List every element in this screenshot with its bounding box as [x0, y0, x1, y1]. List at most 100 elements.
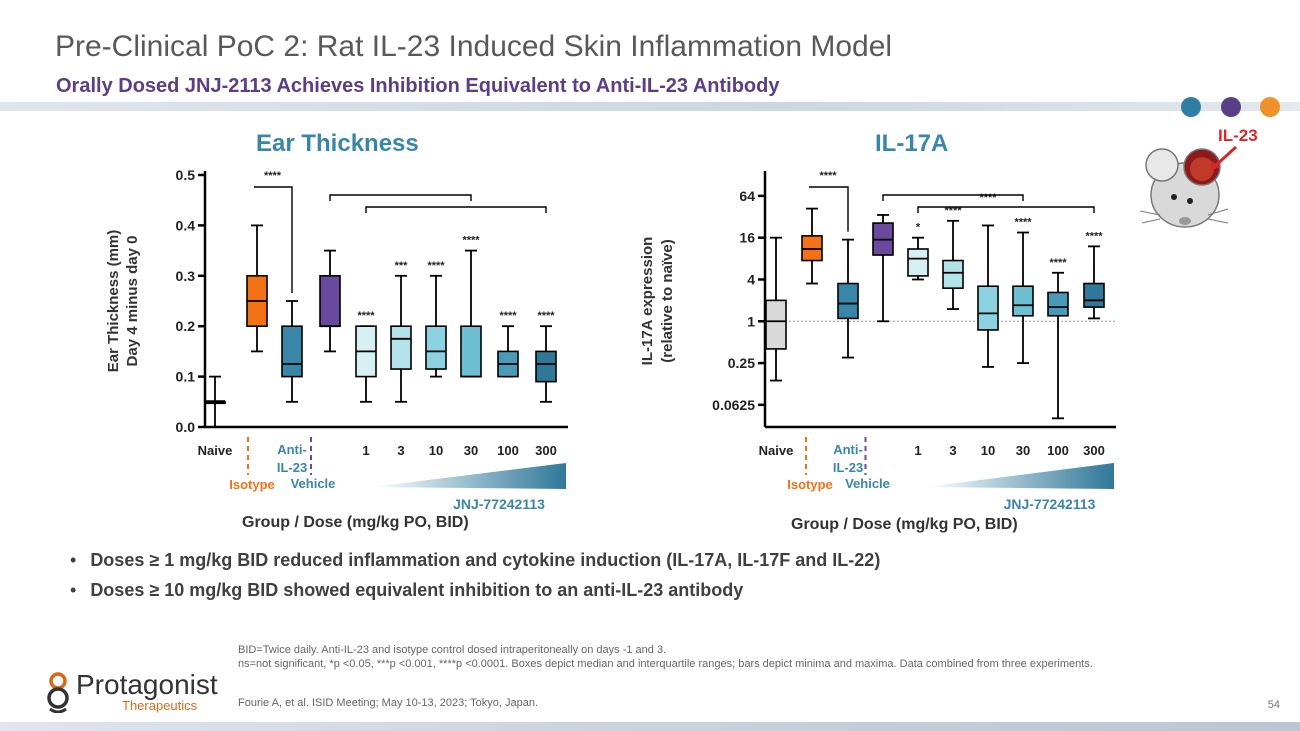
box-body [837, 282, 859, 320]
box-body [281, 325, 303, 378]
y-tick-label: 16 [739, 230, 755, 246]
y-tick-label: 1 [747, 313, 755, 329]
page-number: 54 [1267, 699, 1280, 711]
logo-subtitle: Therapeutics [122, 698, 198, 713]
x-tick-label: IL-23 [277, 460, 307, 475]
footnote-statistics: ns=not significant, *p <0.05, ***p <0.00… [238, 658, 1093, 670]
chart-title-il17a: IL-17A [875, 130, 949, 157]
x-tick-label: 1 [914, 443, 921, 458]
il17a-chart: IL-17A expression (relative to naïve) 0.06… [639, 170, 1116, 512]
compound-label: JNJ-77242113 [453, 496, 545, 512]
y-tick-label: 0.25 [728, 355, 755, 371]
x-tick-label: Anti- [277, 442, 307, 457]
ear-thickness-chart: Ear Thickness (mm) Day 4 minus day 0 0.0 0.… [105, 167, 568, 512]
x-tick-label: Naive [198, 443, 233, 458]
x-tick-label: 300 [535, 443, 557, 458]
bullet-list: • Doses ≥ 1 mg/kg BID reduced inflammatio… [70, 550, 880, 610]
x-tick-label: 30 [1016, 443, 1030, 458]
vehicle-label: Vehicle [291, 476, 336, 491]
y-tick-label: 4 [747, 271, 755, 287]
x-axis-title-il17a: Group / Dose (mg/kg PO, BID) [791, 516, 1018, 533]
slide-subtitle: Orally Dosed JNJ-2113 Achieves Inhibitio… [56, 75, 780, 97]
box-body [319, 275, 341, 328]
significance-label: **** [427, 260, 445, 272]
arrow-icon [1210, 145, 1238, 171]
box-body [1012, 285, 1034, 317]
significance-label: *** [395, 260, 409, 272]
y-tick-label: 0.3 [176, 268, 196, 284]
x-tick-label: 10 [429, 443, 443, 458]
slide-title: Pre-Clinical PoC 2: Rat IL-23 Induced Sk… [55, 30, 893, 63]
y-tick-label: 64 [739, 188, 755, 204]
significance-label: **** [537, 310, 555, 322]
x-tick-label: 10 [981, 443, 995, 458]
significance-label: **** [979, 192, 997, 204]
header-divider [0, 102, 1300, 111]
y-tick-label: 0.0 [176, 419, 196, 435]
comparison-bracket [365, 206, 547, 213]
vehicle-label: Vehicle [845, 476, 890, 491]
chart-title-ear: Ear Thickness [256, 130, 419, 157]
significance-label: **** [462, 235, 480, 247]
y-axis-title: Day 4 minus day 0 [124, 236, 141, 367]
box-body [765, 299, 787, 350]
footnote-abbreviations: BID=Twice daily. Anti-IL-23 and isotype … [238, 644, 667, 656]
logo-mark-icon [47, 672, 69, 713]
y-tick-label: 0.5 [176, 167, 196, 183]
mouse-illustration: IL-23 [1140, 126, 1258, 228]
significance-label: **** [499, 310, 517, 322]
y-tick-label: 0.4 [176, 217, 196, 233]
x-tick-label: 100 [1047, 443, 1069, 458]
significance-label: **** [1049, 257, 1067, 269]
y-axis-title: (relative to naïve) [659, 239, 676, 362]
y-tick-label: 0.1 [176, 369, 196, 385]
significance-label: **** [1085, 230, 1103, 242]
box-body [907, 248, 929, 277]
orange-dot-icon [1260, 97, 1280, 117]
significance-label: **** [819, 170, 837, 182]
comparison-bracket [917, 206, 1095, 213]
logo-name: Protagonist [76, 669, 218, 700]
mouse-icon [1140, 148, 1229, 228]
significance-label: **** [944, 205, 962, 217]
box-body [535, 350, 557, 383]
footer-divider [0, 722, 1300, 731]
x-tick-label: 1 [362, 443, 369, 458]
x-tick-label: IL-23 [833, 460, 863, 475]
y-axis-title: IL-17A expression [639, 237, 656, 366]
x-tick-label: 3 [949, 443, 956, 458]
x-tick-label: 30 [464, 443, 478, 458]
box-body [460, 325, 482, 378]
x-axis-title-ear: Group / Dose (mg/kg PO, BID) [242, 514, 469, 531]
comparison-bracket [882, 194, 1024, 201]
box-body [390, 325, 412, 370]
box-body [977, 285, 999, 331]
comparison-bracket [329, 194, 472, 201]
comparison-bracket [809, 186, 849, 232]
box-body [942, 259, 964, 289]
footnote-reference: Fourie A, et al. ISID Meeting; May 10-13… [238, 697, 539, 709]
dose-gradient-wedge [925, 463, 1114, 489]
y-tick-label: 0.2 [176, 318, 196, 334]
isotype-label: Isotype [787, 477, 833, 492]
bullet-item: • Doses ≥ 10 mg/kg BID showed equivalent … [70, 580, 744, 600]
significance-label: **** [1014, 217, 1032, 229]
x-tick-label: 300 [1083, 443, 1105, 458]
y-tick-label: 0.0625 [712, 397, 755, 413]
isotype-label: Isotype [229, 477, 275, 492]
x-tick-label: Naive [759, 443, 794, 458]
y-axis-title: Ear Thickness (mm) [105, 230, 122, 373]
purple-dot-icon [1221, 97, 1241, 117]
bullet-item: • Doses ≥ 1 mg/kg BID reduced inflammatio… [70, 550, 881, 570]
box-body [425, 325, 447, 370]
x-tick-label: Anti- [833, 442, 863, 457]
comparison-bracket [254, 186, 293, 293]
dose-gradient-wedge [372, 463, 566, 489]
blue-dot-icon [1181, 97, 1201, 117]
mouse-label: IL-23 [1218, 126, 1258, 145]
box-body [1083, 282, 1105, 308]
significance-label: **** [264, 170, 282, 182]
significance-label: * [916, 222, 921, 234]
significance-label: **** [357, 310, 375, 322]
box-body [1047, 291, 1069, 317]
